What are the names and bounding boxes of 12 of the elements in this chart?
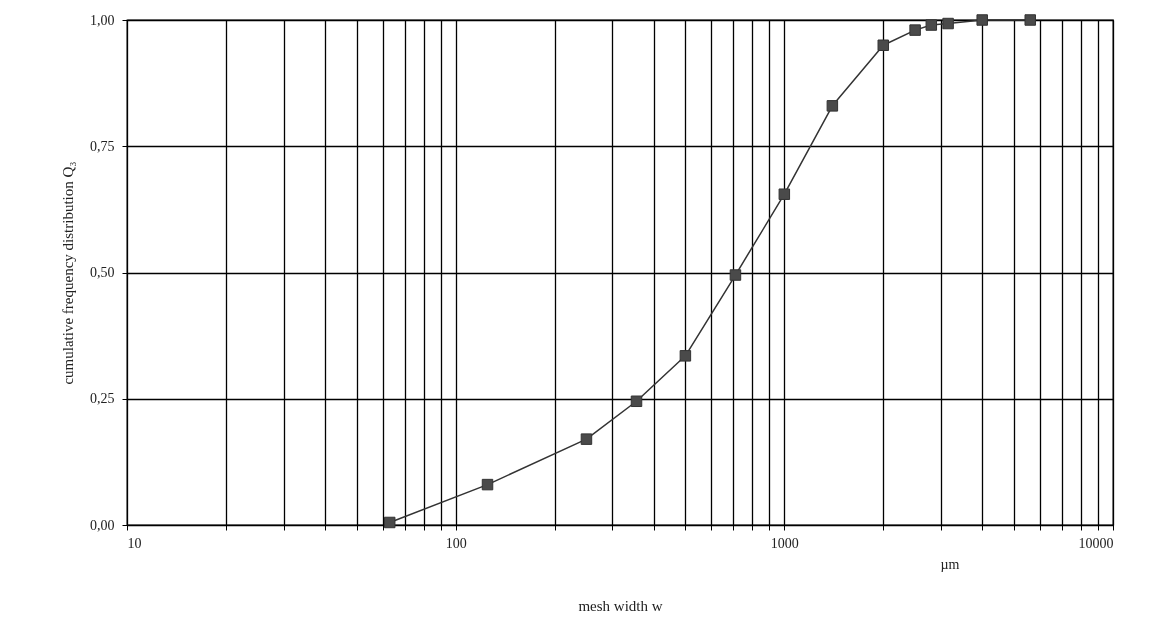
y-axis-title: cumulative frequency distribution Q₃ [60, 161, 76, 385]
y-tick-label: 0,75 [90, 138, 115, 154]
x-axis-title: mesh width w [578, 597, 663, 614]
x-tick-label: 10000 [1078, 535, 1114, 551]
y-tick-label: 0,50 [90, 265, 115, 280]
y-tick-label: 0,25 [90, 391, 115, 407]
x-tick-label: 10 [127, 535, 142, 551]
text: µm [940, 557, 960, 572]
x-tick-label: 100 [445, 535, 467, 551]
x-tick-label: 1000 [770, 535, 799, 551]
y-tick-label: 1,00 [90, 12, 115, 28]
y-tick-label: 0,00 [90, 517, 115, 533]
